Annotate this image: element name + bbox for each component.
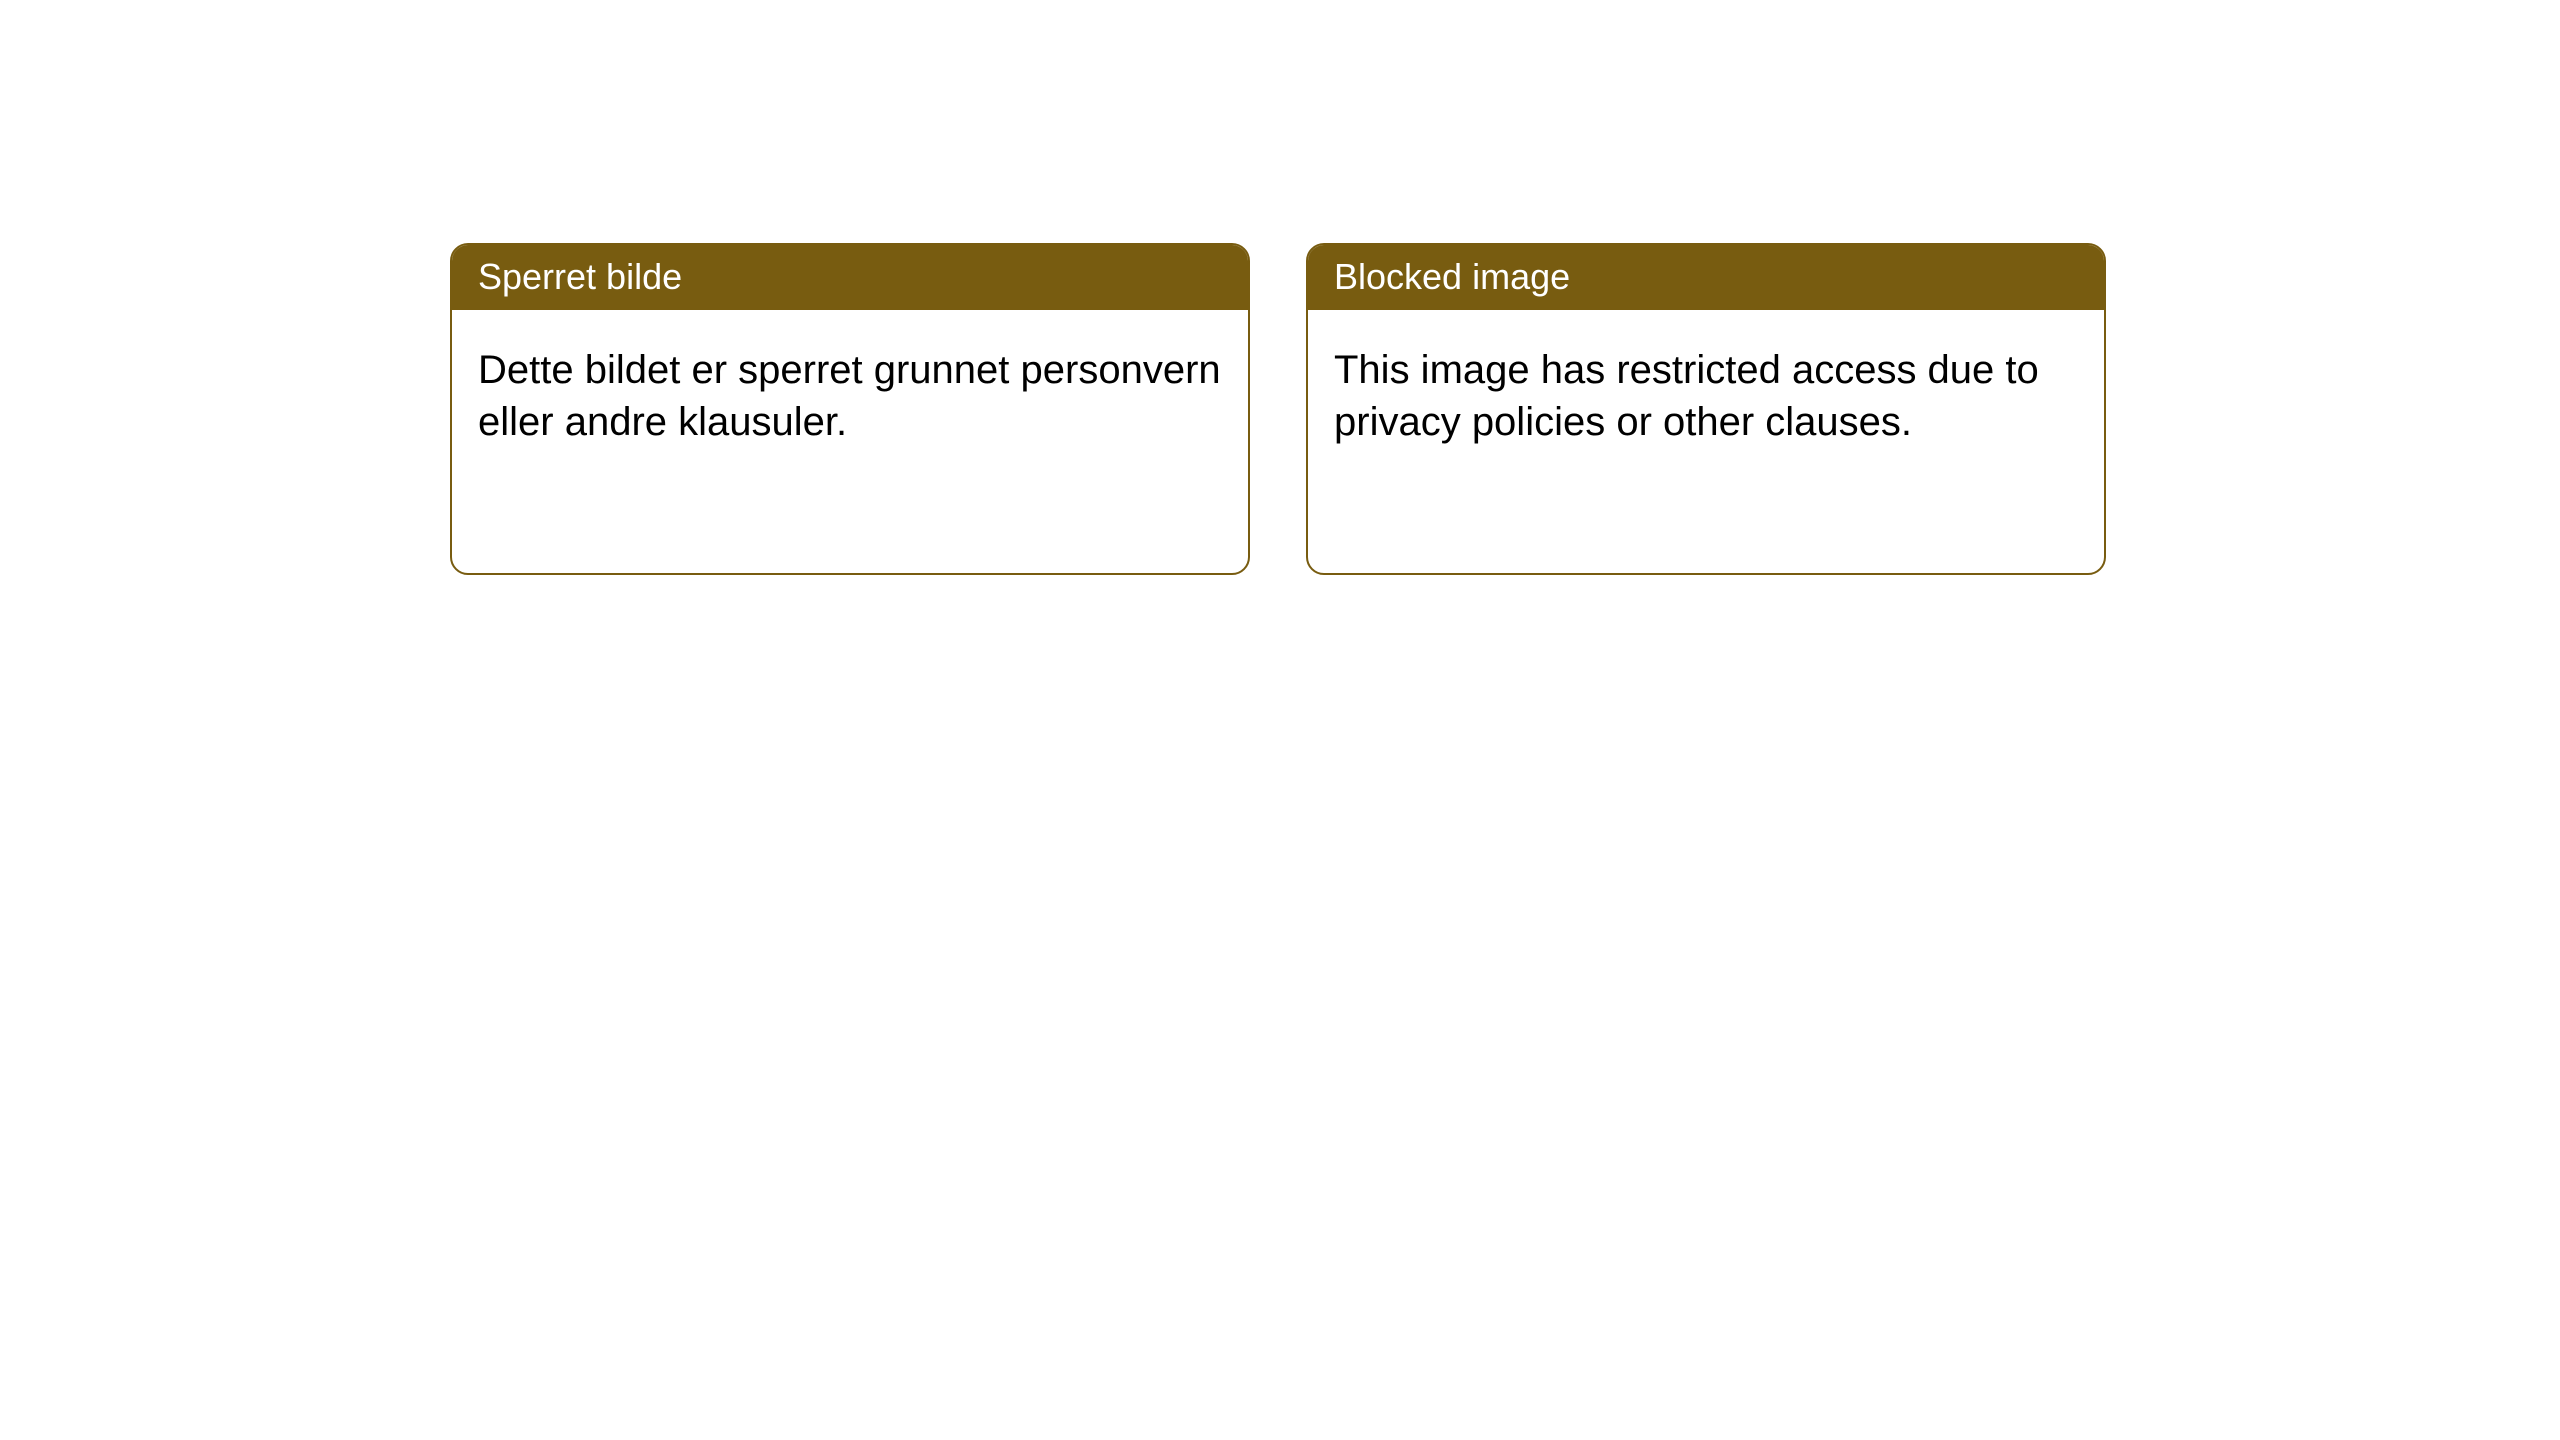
notice-card-norwegian: Sperret bilde Dette bildet er sperret gr… <box>450 243 1250 575</box>
notice-header: Sperret bilde <box>452 245 1248 310</box>
notice-header: Blocked image <box>1308 245 2104 310</box>
notice-container: Sperret bilde Dette bildet er sperret gr… <box>450 243 2106 575</box>
notice-card-english: Blocked image This image has restricted … <box>1306 243 2106 575</box>
notice-body: This image has restricted access due to … <box>1308 310 2104 482</box>
notice-body: Dette bildet er sperret grunnet personve… <box>452 310 1248 482</box>
